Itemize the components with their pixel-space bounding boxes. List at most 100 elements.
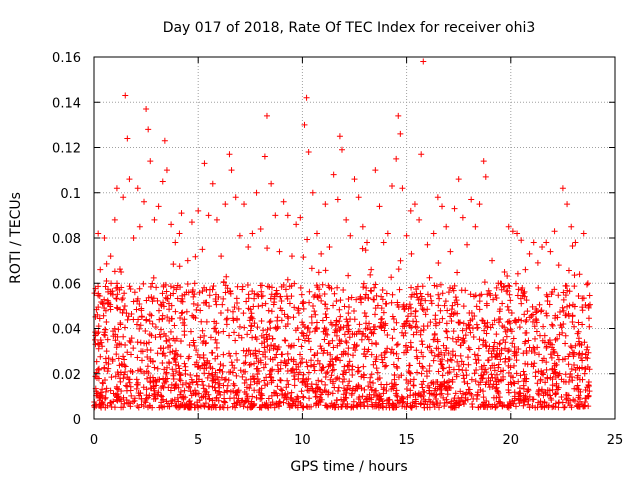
data-point (511, 348, 518, 355)
data-point (121, 400, 128, 407)
data-point (515, 346, 522, 353)
data-point (502, 355, 509, 362)
data-point (288, 282, 295, 289)
data-point (486, 384, 493, 391)
data-point (305, 338, 312, 345)
data-point (128, 310, 135, 317)
data-point (572, 239, 579, 246)
data-point (334, 196, 341, 203)
data-point (126, 376, 133, 383)
data-point (432, 312, 439, 319)
data-point (95, 230, 102, 237)
data-point (566, 302, 573, 309)
data-point (330, 344, 337, 351)
data-point (124, 349, 131, 356)
data-point (505, 386, 512, 393)
data-point (552, 391, 559, 398)
data-point (389, 400, 396, 407)
data-point (334, 342, 341, 349)
data-point (444, 334, 451, 341)
data-point (169, 366, 176, 373)
data-point (367, 287, 374, 294)
data-point (349, 330, 356, 337)
data-point (103, 277, 110, 284)
data-point (284, 313, 291, 320)
data-point (329, 390, 336, 397)
data-point (91, 404, 98, 411)
x-tick-label: 5 (194, 433, 202, 448)
data-point (183, 308, 190, 315)
data-point (492, 385, 499, 392)
data-point (295, 305, 302, 312)
data-point (186, 342, 193, 349)
data-point (200, 385, 207, 392)
data-point (178, 310, 185, 317)
data-point (398, 372, 405, 379)
data-point (152, 334, 159, 341)
data-point (232, 194, 239, 201)
data-point (526, 404, 533, 411)
data-point (568, 344, 575, 351)
data-point (396, 399, 403, 406)
data-point (575, 328, 582, 335)
y-tick-label: 0.14 (52, 96, 81, 111)
data-point (287, 343, 294, 350)
data-point (287, 394, 294, 401)
data-point (247, 381, 254, 388)
data-point (469, 404, 476, 411)
data-point (505, 369, 512, 376)
data-point (490, 296, 497, 303)
data-point (122, 368, 129, 375)
data-point (514, 230, 521, 237)
data-point (273, 351, 280, 358)
data-point (191, 404, 198, 411)
data-point (108, 280, 115, 287)
data-point (535, 399, 542, 406)
data-point (458, 358, 465, 365)
data-point (579, 321, 586, 328)
data-point (474, 352, 481, 359)
data-point (310, 303, 317, 310)
data-point (336, 318, 343, 325)
data-point (147, 374, 154, 381)
data-point (179, 292, 186, 299)
data-point (414, 355, 421, 362)
data-point (159, 404, 166, 411)
data-point (451, 404, 458, 411)
data-point (172, 308, 179, 315)
data-point (375, 402, 382, 409)
data-point (333, 319, 340, 326)
data-point (181, 387, 188, 394)
data-point (298, 343, 305, 350)
data-point (412, 313, 419, 320)
data-point (164, 375, 171, 382)
data-point (538, 307, 545, 314)
data-point (381, 327, 388, 334)
data-point (420, 378, 427, 385)
data-point (432, 396, 439, 403)
data-point (165, 384, 172, 391)
data-point (250, 303, 257, 310)
data-point (447, 313, 454, 320)
data-point (543, 239, 550, 246)
data-point (444, 379, 451, 386)
y-tick-label: 0.08 (52, 232, 81, 247)
data-point (213, 394, 220, 401)
data-point (240, 403, 247, 410)
data-point (431, 282, 438, 289)
data-point (264, 283, 271, 290)
data-point (529, 311, 536, 318)
data-point (521, 399, 528, 406)
data-point (440, 342, 447, 349)
data-point (418, 400, 425, 407)
data-point (245, 305, 252, 312)
data-point (479, 366, 486, 373)
data-point (497, 356, 504, 363)
data-point (565, 353, 572, 360)
data-point (571, 272, 578, 279)
data-point (334, 284, 341, 291)
data-point (310, 363, 317, 370)
data-point (240, 368, 247, 375)
data-point (463, 372, 470, 379)
data-point (424, 291, 431, 298)
